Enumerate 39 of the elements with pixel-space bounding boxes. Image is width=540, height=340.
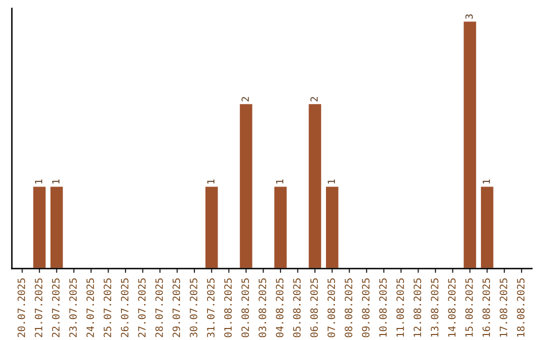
x-tick-label: 07.08.2025 [328,278,336,338]
x-tick-label: 26.07.2025 [120,278,128,338]
x-tick-label: 05.08.2025 [293,278,301,338]
x-tick-label: 13.08.2025 [430,278,438,337]
data-label: 1 [35,179,42,184]
x-tick-label: 14.08.2025 [448,278,456,337]
x-tick-label: 03.08.2025 [258,278,266,338]
x-tick-label: 27.07.2025 [138,278,146,338]
x-tick-label: 21.07.2025 [34,278,42,338]
x-tick-label: 30.07.2025 [190,278,198,338]
x-tick-label: 08.08.2025 [344,278,352,338]
x-tick-label: 01.08.2025 [224,278,232,338]
data-label: 1 [328,179,335,184]
data-label: 1 [482,179,490,184]
x-tick-label: 25.07.2025 [104,278,112,338]
x-tick-label: 15.08.2025 [465,278,473,337]
x-tick-label: 02.08.2025 [241,278,249,338]
x-tick-label: 17.08.2025 [500,278,508,337]
x-tick-label: 29.07.2025 [172,278,180,338]
data-label: 1 [276,179,284,184]
x-tick-label: 18.08.2025 [516,278,524,337]
data-label: 2 [310,97,318,102]
x-tick-label: 23.07.2025 [69,278,77,338]
x-tick-label: 20.07.2025 [18,278,26,338]
x-tick-label: 10.08.2025 [379,278,387,337]
x-tick-label: 24.07.2025 [86,278,94,338]
x-tick-label: 22.07.2025 [52,278,60,338]
x-tick-label: 04.08.2025 [276,278,284,338]
x-tick-label: 11.08.2025 [396,278,404,337]
data-label: 1 [207,179,214,184]
x-tick-label: 28.07.2025 [155,278,163,338]
x-tick-label: 12.08.2025 [414,278,422,337]
x-tick-label: 31.07.2025 [206,278,215,338]
data-label: 3 [465,14,473,19]
data-label: 1 [52,179,60,184]
x-tick-label: 09.08.2025 [362,278,370,338]
x-tick-label: 16.08.2025 [482,278,490,337]
x-tick-label: 06.08.2025 [310,278,318,338]
data-label: 2 [242,97,249,102]
